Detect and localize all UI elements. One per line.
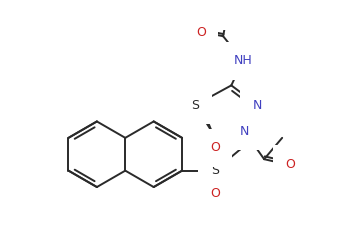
Text: S: S [191,99,199,112]
Text: NH: NH [233,54,252,67]
Text: S: S [211,164,219,177]
Text: N: N [253,99,262,112]
Text: O: O [285,158,295,171]
Text: O: O [196,26,206,40]
Text: O: O [210,187,220,200]
Text: O: O [210,141,220,154]
Text: N: N [240,125,249,138]
